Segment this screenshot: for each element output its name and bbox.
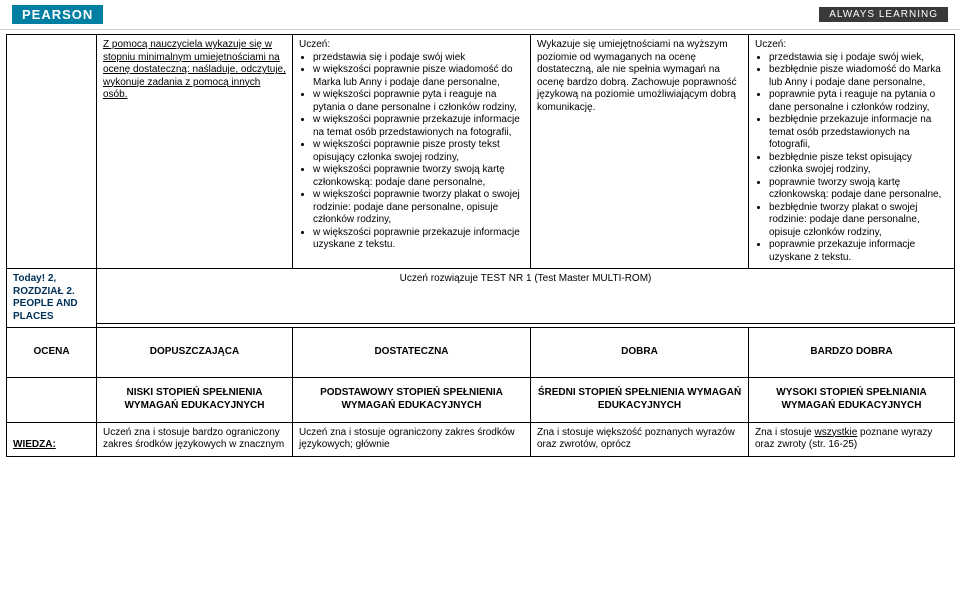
list-item: bezbłędnie pisze wiadomość do Marka lub … [769, 64, 948, 89]
table-row: Today! 2, ROZDZIAŁ 2. PEOPLE AND PLACES … [7, 269, 955, 324]
list-item: poprawnie pyta i reaguje na pytania o da… [769, 89, 948, 114]
col-dostateczna-body: Uczeń: przedstawia się i podaje swój wie… [293, 35, 531, 269]
empty-cell [7, 35, 97, 269]
list-item: w większości poprawnie tworzy swoją kart… [313, 164, 524, 189]
level-niski: NISKI STOPIEŃ SPEŁNIENIA WYMAGAŃ EDUKACY… [97, 377, 293, 422]
col-dopuszczajaca-body: Z pomocą nauczyciela wykazuje się w stop… [97, 35, 293, 269]
list-item: poprawnie przekazuje informacje uzyskane… [769, 239, 948, 264]
section-title: Today! 2, ROZDZIAŁ 2. PEOPLE AND PLACES [13, 273, 78, 322]
brand-logo: PEARSON [12, 5, 103, 24]
lead: Uczeń: [299, 39, 330, 50]
wiedza-c3: Zna i stosuje większość poznanych wyrazó… [531, 422, 749, 456]
table-row: NISKI STOPIEŃ SPEŁNIENIA WYMAGAŃ EDUKACY… [7, 377, 955, 422]
level-podstawowy: PODSTAWOWY STOPIEŃ SPEŁNIENIA WYMAGAŃ ED… [293, 377, 531, 422]
table-row: WIEDZA: Uczeń zna i stosuje bardzo ogran… [7, 422, 955, 456]
list-item: przedstawia się i podaje swój wiek [313, 52, 524, 65]
list-item: w większości poprawnie pyta i reaguje na… [313, 89, 524, 114]
section-cell: Today! 2, ROZDZIAŁ 2. PEOPLE AND PLACES [7, 269, 97, 328]
list-item: przedstawia się i podaje swój wiek, [769, 52, 948, 65]
wiedza-c2: Uczeń zna i stosuje ograniczony zakres ś… [293, 422, 531, 456]
list-item: bezbłędnie przekazuje informacje na tema… [769, 114, 948, 152]
ocena-label: OCENA [7, 328, 97, 378]
grade-bardzo-dobra: BARDZO DOBRA [749, 328, 955, 378]
tagline: ALWAYS LEARNING [819, 7, 948, 22]
col-bardzo-dobra-body: Uczeń: przedstawia się i podaje swój wie… [749, 35, 955, 269]
bullet-list: przedstawia się i podaje swój wiekw więk… [299, 52, 524, 252]
text: Wykazuje się umiejętnościami na wyższym … [537, 39, 737, 113]
bullet-list: przedstawia się i podaje swój wiek,bezbł… [755, 52, 948, 265]
empty-cell [7, 377, 97, 422]
grade-dopuszczajaca: DOPUSZCZAJĄCA [97, 328, 293, 378]
grade-dobra: DOBRA [531, 328, 749, 378]
table-row: OCENA DOPUSZCZAJĄCA DOSTATECZNA DOBRA BA… [7, 328, 955, 378]
level-wysoki: WYSOKI STOPIEŃ SPEŁNIANIA WYMAGAŃ EDUKAC… [749, 377, 955, 422]
page-content: Z pomocą nauczyciela wykazuje się w stop… [0, 30, 960, 457]
list-item: w większości poprawnie przekazuje inform… [313, 227, 524, 252]
col-dobra-body: Wykazuje się umiejętnościami na wyższym … [531, 35, 749, 269]
list-item: poprawnie tworzy swoją kartę członkowską… [769, 177, 948, 202]
text: Zna i stosuje [755, 427, 814, 438]
table-row: Z pomocą nauczyciela wykazuje się w stop… [7, 35, 955, 269]
list-item: w większości poprawnie pisze wiadomość d… [313, 64, 524, 89]
grade-dostateczna: DOSTATECZNA [293, 328, 531, 378]
wiedza-c4: Zna i stosuje wszystkie poznane wyrazy o… [749, 422, 955, 456]
list-item: w większości poprawnie przekazuje inform… [313, 114, 524, 139]
header-bar: PEARSON ALWAYS LEARNING [0, 0, 960, 30]
text: wszystkie [814, 427, 857, 438]
wiedza-c1: Uczeń zna i stosuje bardzo ograniczony z… [97, 422, 293, 456]
list-item: bezbłędnie pisze tekst opisujący członka… [769, 152, 948, 177]
lead: Uczeń: [755, 39, 786, 50]
list-item: w większości poprawnie tworzy plakat o s… [313, 189, 524, 227]
wiedza-label: WIEDZA: [7, 422, 97, 456]
list-item: bezbłędnie tworzy plakat o swojej rodzin… [769, 202, 948, 240]
text: Z pomocą nauczyciela wykazuje się w stop… [103, 39, 286, 100]
test-line: Uczeń rozwiązuje TEST NR 1 (Test Master … [97, 269, 955, 324]
curriculum-table: Z pomocą nauczyciela wykazuje się w stop… [6, 34, 955, 457]
level-sredni: ŚREDNI STOPIEŃ SPEŁNIENIA WYMAGAŃ EDUKAC… [531, 377, 749, 422]
list-item: w większości poprawnie pisze prosty teks… [313, 139, 524, 164]
